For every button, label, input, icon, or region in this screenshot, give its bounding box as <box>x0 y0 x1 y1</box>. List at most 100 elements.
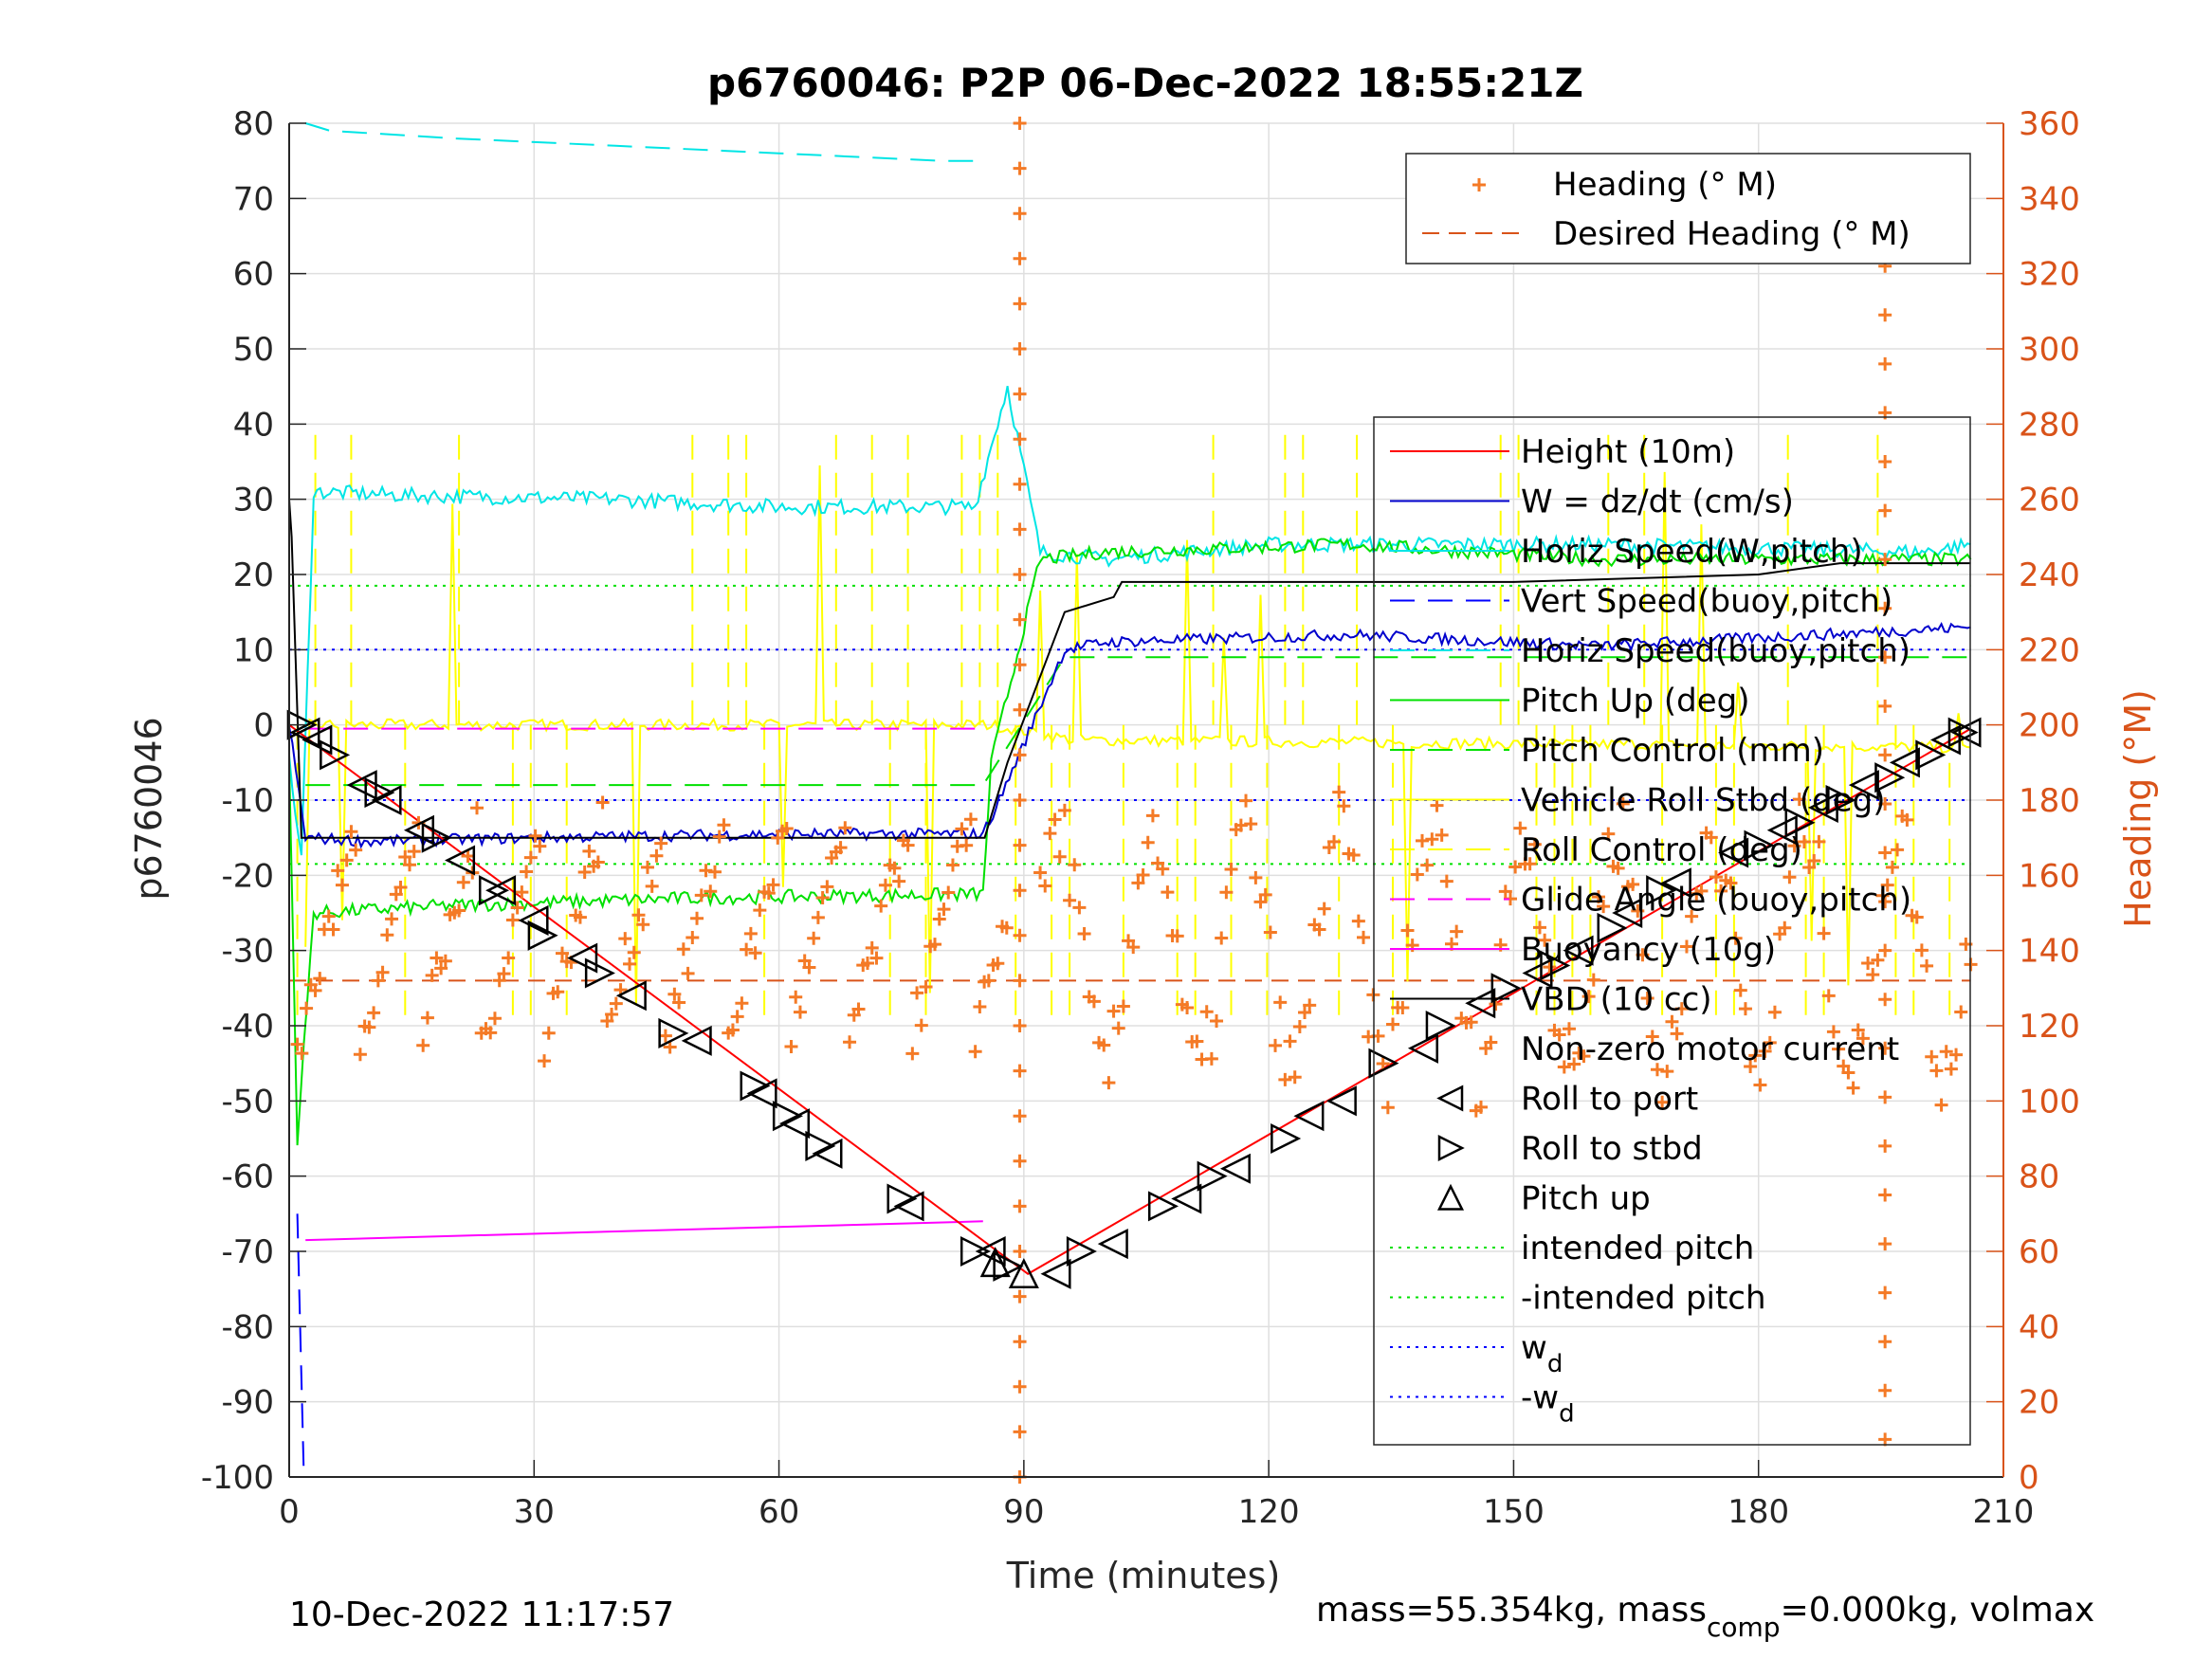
heading-marker <box>416 1038 430 1052</box>
heading-marker <box>339 853 354 867</box>
heading-marker <box>1199 1005 1214 1019</box>
heading-marker <box>1954 1005 1968 1019</box>
heading-marker <box>860 956 874 970</box>
heading-marker <box>1234 818 1248 832</box>
heading-marker <box>591 855 605 869</box>
legend-entry-subscript: d <box>1559 1400 1575 1429</box>
y-tick-label: -80 <box>221 1308 274 1346</box>
heading-marker <box>1714 884 1728 898</box>
heading-marker <box>1709 870 1723 884</box>
heading-marker <box>1013 612 1027 627</box>
y-tick-label: -20 <box>221 857 274 895</box>
heading-marker <box>1797 834 1811 848</box>
roll-to-stbd-marker <box>1425 1010 1456 1042</box>
heading-marker <box>344 825 358 839</box>
heading-marker <box>1778 921 1792 935</box>
heading-marker <box>1033 866 1048 880</box>
heading-marker <box>973 999 987 1013</box>
heading-marker <box>999 921 1014 935</box>
roll-to-stbd-marker <box>740 1070 771 1102</box>
heading-marker <box>1013 117 1027 130</box>
legend-entry-text: w <box>1521 1329 1547 1367</box>
heading-marker <box>865 940 879 955</box>
heading-marker <box>735 996 749 1011</box>
heading-marker <box>1861 956 1875 970</box>
legend-entry-label: Roll to stbd <box>1521 1130 1703 1168</box>
heading-marker <box>1013 1245 1027 1258</box>
heading-marker <box>1660 1065 1674 1079</box>
legend-entry-text: Pitch up <box>1521 1180 1651 1218</box>
heading-marker <box>1077 926 1091 940</box>
roll-to-stbd-marker <box>887 1183 918 1214</box>
heading-marker <box>1102 1076 1116 1090</box>
heading-marker <box>1273 995 1288 1010</box>
heading-marker <box>1013 477 1027 491</box>
legend-heading-box <box>1405 153 1971 264</box>
heading-marker <box>991 957 1005 971</box>
heading-marker <box>371 974 385 988</box>
heading-marker <box>1878 1041 1892 1055</box>
chart-title: p6760046: P2P 06-Dec-2022 18:55:21Z <box>707 60 1583 106</box>
heading-marker <box>1532 921 1546 935</box>
vert-speed-buoy-line <box>296 1213 305 1478</box>
roll-to-stbd-marker <box>364 777 395 809</box>
heading-marker <box>528 829 542 843</box>
heading-marker <box>600 1014 614 1029</box>
y-tick-label: 50 <box>233 331 274 369</box>
legend-main-box <box>1373 416 1971 1446</box>
heading-marker <box>1298 1005 1312 1019</box>
heading-marker <box>1161 885 1175 900</box>
roll-to-stbd-marker <box>1066 1235 1097 1267</box>
roll-to-stbd-marker <box>527 920 558 951</box>
heading-marker <box>707 865 722 879</box>
heading-marker <box>1920 958 1934 973</box>
heading-marker <box>1704 830 1718 845</box>
heading-marker <box>520 865 534 879</box>
y-right-tick-label: 220 <box>2019 631 2080 669</box>
heading-marker <box>1337 799 1351 813</box>
roll-to-stbd-marker <box>1947 717 1979 748</box>
legend-entry-subscript: d <box>1547 1350 1563 1378</box>
heading-marker <box>905 1047 920 1061</box>
heading-marker <box>1416 833 1429 848</box>
y-tick-label: 0 <box>253 707 274 745</box>
heading-marker <box>1111 1021 1125 1035</box>
heading-marker <box>407 845 421 859</box>
heading-marker <box>1878 895 1892 909</box>
roll-to-port-marker <box>485 875 517 906</box>
x-tick-label: 150 <box>1483 1493 1545 1531</box>
roll-to-port-marker <box>1950 717 1982 748</box>
heading-marker <box>375 965 390 979</box>
pitch-up-line <box>288 537 1972 1146</box>
heading-marker <box>1567 1057 1581 1071</box>
roll-to-port-marker <box>1325 1085 1357 1117</box>
roll-to-stbd-marker <box>1197 1160 1228 1192</box>
heading-marker <box>1655 1095 1670 1109</box>
heading-marker <box>510 901 524 915</box>
heading-marker <box>541 1026 556 1040</box>
heading-marker <box>1131 876 1145 890</box>
roll-to-port-marker <box>1465 988 1496 1019</box>
heading-marker <box>672 995 686 1010</box>
roll-to-stbd-marker <box>772 1101 803 1132</box>
heading-marker <box>1733 983 1747 997</box>
heading-marker <box>686 930 700 944</box>
heading-marker <box>326 922 340 937</box>
legend-entry-text: Height (10m) <box>1521 433 1735 471</box>
heading-marker <box>1013 387 1027 401</box>
y-right-tick-label: 260 <box>2019 482 2080 520</box>
heading-marker <box>1866 968 1880 982</box>
heading-marker <box>1317 902 1331 916</box>
heading-marker <box>484 1026 498 1040</box>
heading-marker <box>1013 1064 1027 1078</box>
heading-marker <box>1136 867 1150 882</box>
heading-marker <box>1472 178 1486 191</box>
heading-marker <box>1767 1005 1782 1019</box>
heading-marker <box>295 1047 309 1061</box>
legend-entry-label: Roll Control (deg) <box>1521 831 1802 869</box>
y-right-tick-label: 100 <box>2019 1083 2080 1121</box>
heading-marker <box>1591 890 1605 904</box>
roll-to-stbd-marker <box>1540 950 1571 981</box>
heading-marker <box>1939 1045 1953 1059</box>
legend-entry-text: Pitch Control (mm) <box>1521 732 1824 770</box>
